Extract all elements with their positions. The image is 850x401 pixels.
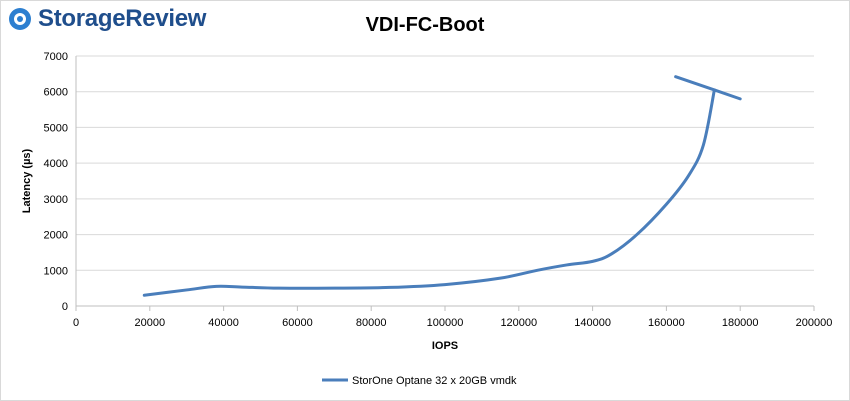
x-tick-label: 180000 [722,317,759,329]
x-tick-label: 120000 [500,317,537,329]
x-tick-label: 60000 [282,317,313,329]
legend-label: StorOne Optane 32 x 20GB vmdk [352,375,517,387]
series-layer [142,75,742,297]
storagereview-logo: StorageReview [8,4,206,34]
storagereview-logo-icon [8,7,32,31]
series-line-segment [674,75,716,92]
gridlines [76,55,814,307]
y-tick-label: 6000 [44,87,68,99]
x-tick-label: 80000 [356,317,387,329]
y-tick-label: 0 [62,301,68,313]
x-tick-label: 0 [73,317,79,329]
logo-text: StorageReview [38,5,207,32]
x-axis: 0 20000 40000 60000 80000 100000 120000 140000 1… [73,306,832,329]
series-line [142,88,742,297]
y-tick-label: 7000 [44,51,68,63]
y-axis: 0 1000 2000 3000 4000 5000 6000 7000 [44,51,77,313]
x-tick-label: 100000 [427,317,464,329]
x-tick-label: 40000 [208,317,239,329]
legend: StorOne Optane 32 x 20GB vmdk [322,375,517,387]
x-tick-label: 20000 [135,317,166,329]
x-tick-label: 140000 [574,317,611,329]
y-tick-label: 2000 [44,230,68,242]
y-tick-label: 4000 [44,158,68,170]
y-tick-label: 1000 [44,265,68,277]
x-tick-label: 160000 [648,317,685,329]
x-tick-label: 200000 [796,317,833,329]
x-axis-title: IOPS [432,340,458,352]
y-tick-label: 3000 [44,194,68,206]
chart-title: VDI-FC-Boot [365,14,485,36]
y-tick-label: 5000 [44,122,68,134]
y-axis-title: Latency (µs) [21,148,33,213]
